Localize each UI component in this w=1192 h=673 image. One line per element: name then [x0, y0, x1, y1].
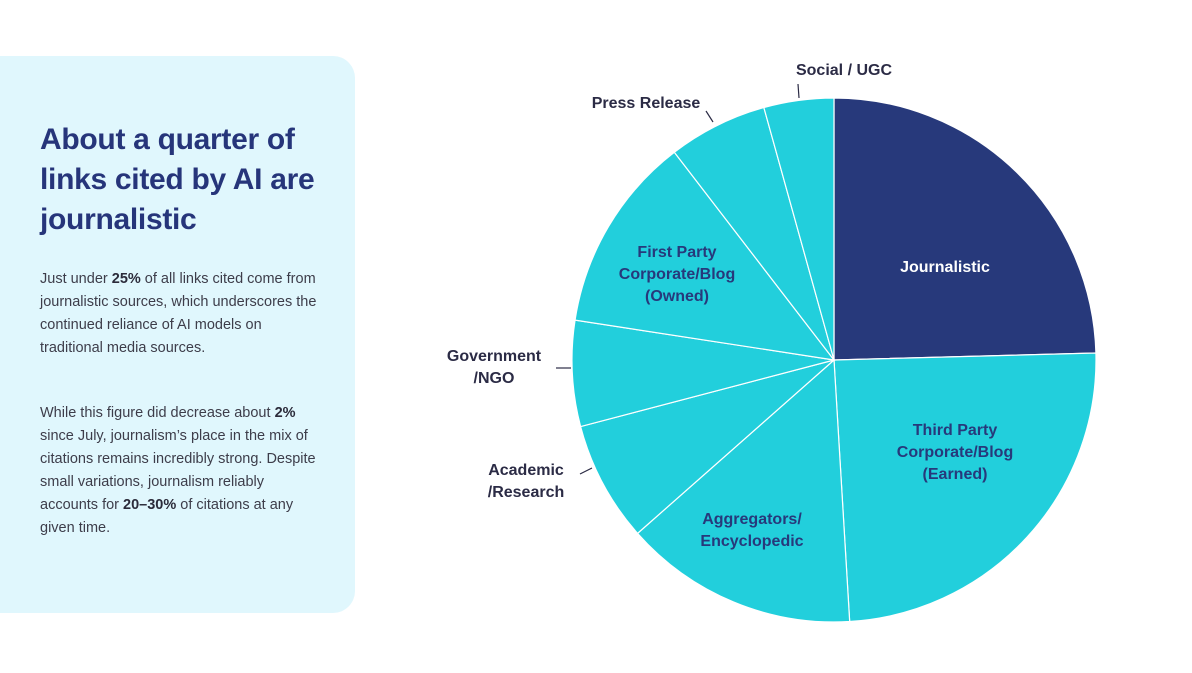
slice-label-3: Academic/Research — [488, 462, 565, 501]
p2-text: While this figure did decrease about — [40, 405, 275, 421]
slice-label-line: Social / UGC — [796, 62, 892, 79]
pie-slice-0 — [833, 97, 1097, 361]
slice-label-line: First Party — [637, 244, 716, 261]
slice-label-line: Press Release — [592, 95, 701, 112]
slice-label-1: Third Party Corporate/Blog (Earned) — [897, 422, 1013, 483]
slice-label-line: Academic — [488, 462, 564, 479]
slice-label-7: Social / UGC — [796, 62, 892, 79]
p2-bold: 2% — [274, 405, 296, 421]
slice-label-line: Corporate/Blog — [897, 444, 1013, 461]
p1-text: Just under — [40, 271, 112, 287]
text-panel — [0, 56, 355, 613]
slice-label-line: (Owned) — [645, 288, 709, 305]
pie-slice-2 — [636, 358, 851, 623]
pie-slice-1 — [833, 352, 1097, 623]
p1-text-2: of all links cited come from journalisti… — [40, 271, 317, 356]
slice-label-line: /Research — [488, 484, 565, 501]
p2-text-3: of citations at any given time. — [40, 497, 294, 536]
slice-label-0: Journalistic — [900, 259, 990, 276]
p2-bold-2: 20–30% — [123, 497, 177, 513]
slice-label-line: Government — [447, 348, 542, 365]
slice-label-line: Aggregators/ — [702, 511, 802, 528]
paragraph-2: While this figure did decrease about 2% … — [40, 402, 320, 540]
slice-label-6: Press Release — [592, 95, 701, 112]
leader-line-3 — [579, 467, 593, 475]
slice-label-2: Aggregators/Encyclopedic — [700, 511, 803, 550]
slice-label-5: First Party Corporate/Blog (Owned) — [619, 244, 735, 305]
pie-slice-5 — [574, 151, 836, 361]
slice-label-line: (Earned) — [923, 466, 988, 483]
paragraph-1: Just under 25% of all links cited come f… — [40, 268, 320, 360]
slice-label-line: Third Party — [913, 422, 998, 439]
slice-label-line: /NGO — [474, 370, 515, 387]
pie-slice-7 — [763, 97, 835, 361]
p1-bold: 25% — [111, 271, 141, 287]
slice-label-line: Journalistic — [900, 259, 990, 276]
leader-line-7 — [797, 83, 800, 99]
slice-label-4: Government/NGO — [447, 348, 542, 387]
p2-text-2: since July, journalism’s place in the mi… — [40, 428, 316, 513]
slice-label-line: Encyclopedic — [700, 533, 803, 550]
pie-slice-3 — [579, 359, 835, 535]
panel-title: About a quarter of links cited by AI are… — [40, 123, 315, 236]
leader-line-6 — [705, 110, 714, 123]
slice-label-line: Corporate/Blog — [619, 266, 735, 283]
